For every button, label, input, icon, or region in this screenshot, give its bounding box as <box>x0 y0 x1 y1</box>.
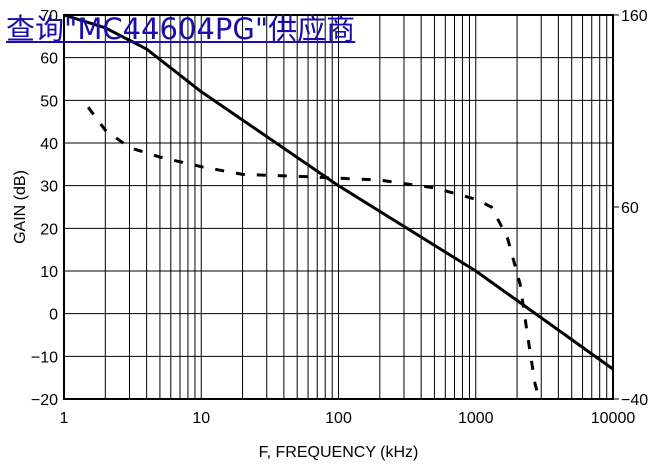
y-tick-label: 30 <box>40 179 58 196</box>
supplier-search-link[interactable]: 查询"MC44604PG"供应商 <box>6 12 356 46</box>
y-tick-label: 60 <box>40 51 58 68</box>
y-tick-label: 10 <box>40 264 58 281</box>
x-tick-label: 1000 <box>458 410 494 427</box>
y2-tick-label: 160 <box>621 8 648 25</box>
tick-labels: 1 10 100 1000 10000 −20 −10 0 10 20 30 40 50 60 70 160 6… <box>31 8 648 427</box>
x-tick-label: 10 <box>192 410 210 427</box>
x-tick-label: 10000 <box>591 410 636 427</box>
y-tick-label: 20 <box>40 221 58 238</box>
y-axis-label: GAIN (dB) <box>12 170 29 244</box>
y-tick-label: 50 <box>40 93 58 110</box>
x-tick-label: 1 <box>60 410 69 427</box>
x-tick-label: 100 <box>325 410 352 427</box>
y-tick-label: −10 <box>31 349 58 366</box>
gain-curve-solid <box>63 13 614 371</box>
y2-tick-label: 60 <box>621 200 639 217</box>
y-tick-label: 0 <box>49 307 58 324</box>
y-tick-label: −20 <box>31 392 58 409</box>
chart-series <box>63 13 614 400</box>
chart-grid <box>64 15 613 399</box>
y-tick-label: 70 <box>40 8 58 25</box>
x-axis-label: F, FREQUENCY (kHz) <box>259 444 419 461</box>
y-tick-label: 40 <box>40 136 58 153</box>
phase-curve-dashed <box>86 106 541 400</box>
y2-tick-label: −40 <box>621 392 648 409</box>
